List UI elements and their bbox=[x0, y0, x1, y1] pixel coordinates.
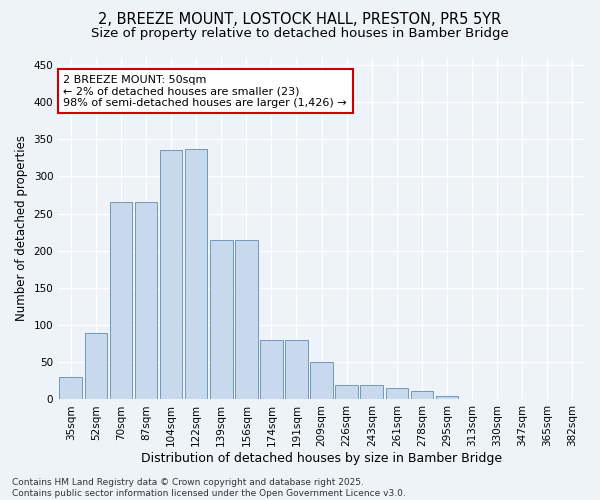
Bar bbox=[210, 240, 233, 400]
Y-axis label: Number of detached properties: Number of detached properties bbox=[15, 136, 28, 322]
Bar bbox=[410, 390, 433, 400]
Bar bbox=[235, 240, 257, 400]
Bar bbox=[461, 398, 484, 400]
Bar bbox=[85, 332, 107, 400]
Text: Size of property relative to detached houses in Bamber Bridge: Size of property relative to detached ho… bbox=[91, 28, 509, 40]
Bar bbox=[160, 150, 182, 400]
Bar bbox=[59, 377, 82, 400]
Bar bbox=[285, 340, 308, 400]
X-axis label: Distribution of detached houses by size in Bamber Bridge: Distribution of detached houses by size … bbox=[141, 452, 502, 465]
Bar bbox=[260, 340, 283, 400]
Text: 2 BREEZE MOUNT: 50sqm
← 2% of detached houses are smaller (23)
98% of semi-detac: 2 BREEZE MOUNT: 50sqm ← 2% of detached h… bbox=[64, 74, 347, 108]
Bar bbox=[134, 202, 157, 400]
Bar bbox=[386, 388, 408, 400]
Bar bbox=[436, 396, 458, 400]
Bar bbox=[110, 202, 132, 400]
Text: Contains HM Land Registry data © Crown copyright and database right 2025.
Contai: Contains HM Land Registry data © Crown c… bbox=[12, 478, 406, 498]
Bar bbox=[310, 362, 333, 400]
Text: 2, BREEZE MOUNT, LOSTOCK HALL, PRESTON, PR5 5YR: 2, BREEZE MOUNT, LOSTOCK HALL, PRESTON, … bbox=[98, 12, 502, 28]
Bar bbox=[185, 149, 208, 400]
Bar bbox=[561, 398, 584, 400]
Bar bbox=[335, 384, 358, 400]
Bar bbox=[361, 384, 383, 400]
